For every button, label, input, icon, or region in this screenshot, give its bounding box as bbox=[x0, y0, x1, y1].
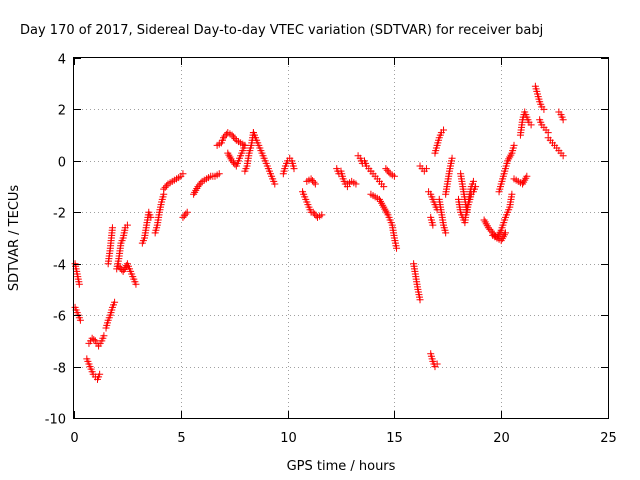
data-point bbox=[182, 210, 190, 218]
grid-lines bbox=[74, 58, 608, 418]
x-tick-label: 0 bbox=[70, 431, 78, 446]
data-point bbox=[115, 262, 123, 270]
data-point bbox=[501, 229, 509, 237]
data-point bbox=[229, 159, 237, 167]
x-tick-label: 5 bbox=[177, 431, 185, 446]
data-point bbox=[309, 208, 317, 216]
data-point bbox=[508, 190, 516, 198]
data-point bbox=[442, 229, 450, 237]
data-point bbox=[310, 178, 318, 186]
y-tick-label: -6 bbox=[53, 310, 66, 325]
x-axis-label: GPS time / hours bbox=[287, 459, 396, 474]
data-point bbox=[123, 221, 131, 229]
data-point bbox=[429, 221, 437, 229]
chart-title: Day 170 of 2017, Sidereal Day-to-day VTE… bbox=[20, 23, 543, 38]
data-point bbox=[311, 210, 319, 218]
data-point bbox=[382, 165, 390, 173]
data-point bbox=[231, 135, 239, 143]
data-point bbox=[111, 298, 119, 306]
x-tick-label: 15 bbox=[386, 431, 403, 446]
data-point bbox=[440, 126, 448, 134]
data-point bbox=[194, 183, 202, 191]
data-point bbox=[100, 332, 108, 340]
y-tick-label: -8 bbox=[53, 362, 66, 377]
data-point bbox=[416, 296, 424, 304]
x-tick-label: 25 bbox=[600, 431, 617, 446]
data-point bbox=[527, 121, 535, 129]
data-point bbox=[179, 170, 187, 178]
y-tick-label: 4 bbox=[58, 53, 66, 68]
data-point bbox=[228, 157, 236, 165]
axis-ticks: 0 5 10 15 20 25 -10 -8 -6 -4 -2 0 2 4 bbox=[45, 53, 617, 447]
data-point bbox=[147, 213, 155, 221]
y-axis-label: SDTVAR / TECUs bbox=[7, 185, 22, 292]
data-point bbox=[484, 224, 492, 232]
data-point bbox=[108, 224, 116, 232]
data-point bbox=[352, 180, 360, 188]
data-point bbox=[393, 244, 401, 252]
data-point bbox=[380, 183, 388, 191]
data-point bbox=[486, 225, 494, 233]
data-point bbox=[76, 316, 84, 324]
data-point bbox=[311, 180, 319, 188]
data-point bbox=[318, 211, 326, 219]
data-point bbox=[487, 227, 495, 235]
data-point bbox=[96, 370, 104, 378]
data-point bbox=[469, 177, 477, 185]
data-point bbox=[75, 280, 83, 288]
data-point bbox=[90, 336, 98, 344]
plot-frame bbox=[73, 57, 609, 419]
data-point bbox=[559, 152, 567, 160]
data-point bbox=[180, 212, 188, 220]
data-point bbox=[163, 182, 171, 190]
data-point bbox=[161, 183, 169, 191]
data-point bbox=[229, 133, 237, 141]
data-point bbox=[221, 132, 229, 140]
data-point bbox=[197, 179, 205, 187]
data-point bbox=[540, 105, 548, 113]
x-tick-label: 10 bbox=[280, 431, 297, 446]
data-point bbox=[195, 181, 203, 189]
data-point bbox=[241, 141, 249, 149]
data-point bbox=[433, 360, 441, 368]
data-point bbox=[179, 213, 187, 221]
data-point bbox=[422, 165, 430, 173]
data-point bbox=[307, 175, 315, 183]
data-point bbox=[132, 280, 140, 288]
data-point bbox=[448, 154, 456, 162]
data-point bbox=[290, 165, 298, 173]
x-tick-label: 20 bbox=[493, 431, 510, 446]
data-point bbox=[523, 172, 531, 180]
y-tick-label: 2 bbox=[58, 104, 66, 119]
data-point bbox=[220, 134, 228, 142]
data-point bbox=[385, 168, 393, 176]
data-point bbox=[215, 170, 223, 178]
data-points bbox=[71, 82, 567, 383]
y-tick-label: -10 bbox=[45, 413, 66, 428]
data-point bbox=[183, 208, 191, 216]
data-point bbox=[160, 185, 168, 193]
data-point bbox=[390, 172, 398, 180]
data-point bbox=[559, 116, 567, 124]
y-tick-label: 0 bbox=[58, 156, 66, 171]
data-point bbox=[309, 177, 317, 185]
data-point bbox=[271, 180, 279, 188]
y-tick-label: -2 bbox=[53, 207, 66, 222]
data-point bbox=[228, 131, 236, 139]
data-point bbox=[510, 141, 518, 149]
y-tick-label: -4 bbox=[53, 259, 66, 274]
data-point bbox=[383, 166, 391, 174]
